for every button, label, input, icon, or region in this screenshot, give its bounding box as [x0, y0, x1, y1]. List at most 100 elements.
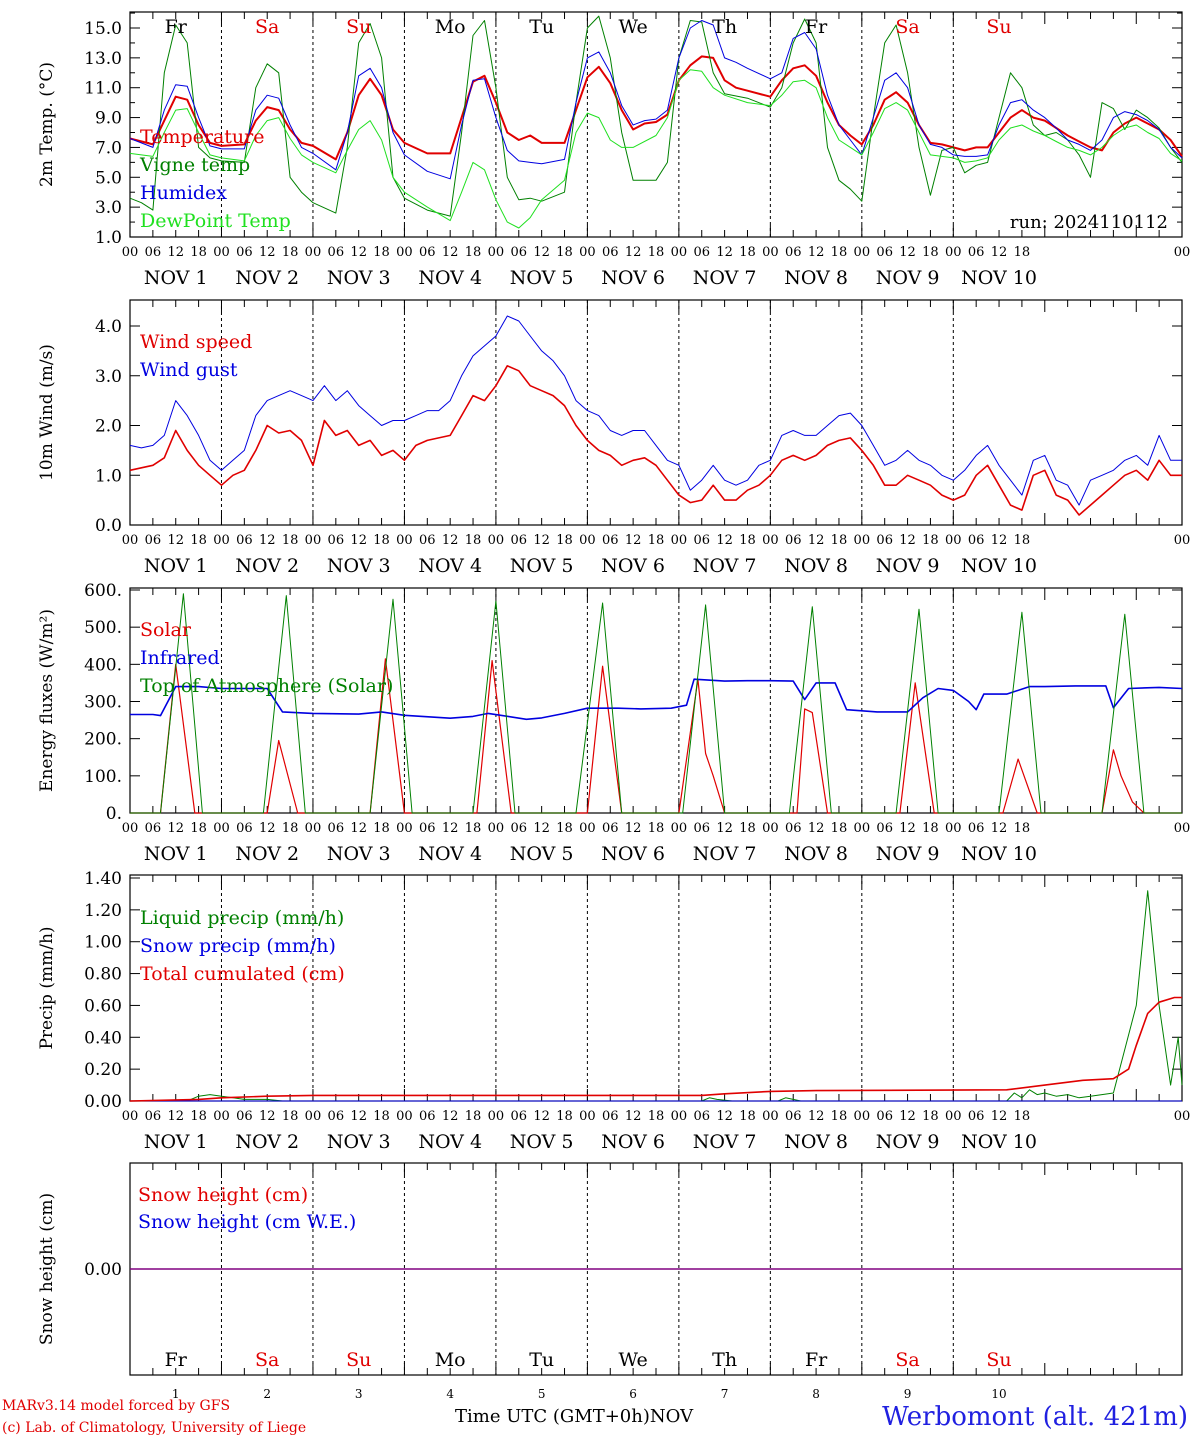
- day-number: 9: [904, 1387, 912, 1400]
- x-date-label: NOV 4: [418, 267, 482, 289]
- x-date-label: NOV 6: [601, 843, 665, 865]
- x-hour-label: 12: [533, 533, 550, 548]
- panel-5: 0.00 Snow height (cm) Snow height (cm) Snow…: [37, 1162, 1183, 1400]
- x-hour-label: 00: [762, 245, 779, 260]
- x-axis-month: NOV: [649, 1406, 694, 1427]
- x-hour-label: 18: [648, 533, 665, 548]
- day-name: Su: [346, 16, 371, 38]
- day-name: Fr: [165, 1349, 188, 1371]
- x-hour-label: 00: [671, 821, 688, 836]
- y-tick-label: 1.40: [84, 869, 122, 889]
- x-hour-label: 06: [693, 1109, 710, 1124]
- day-name: We: [619, 16, 648, 38]
- x-hour-label: 06: [968, 821, 985, 836]
- day-number: 6: [629, 1387, 637, 1400]
- x-hour-label: 12: [442, 1109, 459, 1124]
- y-tick-label: 9.0: [95, 109, 122, 129]
- x-date-label: NOV 1: [144, 1131, 208, 1153]
- x-hour-label: 12: [533, 245, 550, 260]
- legend-entry: Snow height (cm): [138, 1184, 308, 1206]
- x-hour-label: 18: [190, 533, 207, 548]
- x-hour-label: 12: [991, 1109, 1008, 1124]
- x-date-label: NOV 6: [601, 267, 665, 289]
- x-hour-label: 06: [236, 1109, 253, 1124]
- x-hour-label: 18: [1014, 533, 1031, 548]
- x-hour-label: 18: [373, 1109, 390, 1124]
- x-hour-label: 12: [350, 245, 367, 260]
- model-credit: MARv3.14 model forced by GFS: [2, 1398, 231, 1414]
- x-date-label: NOV 5: [510, 843, 574, 865]
- x-date-label: NOV 2: [235, 555, 299, 577]
- y-tick-label: 200.: [84, 730, 122, 750]
- x-hour-label: 06: [602, 245, 619, 260]
- x-hour-label: 06: [602, 533, 619, 548]
- x-hour-label: 18: [465, 245, 482, 260]
- x-hour-label: 06: [511, 533, 528, 548]
- x-hour-label: 18: [831, 245, 848, 260]
- x-hour-label: 06: [419, 533, 436, 548]
- x-hour-label: 18: [922, 533, 939, 548]
- day-name: Sa: [895, 16, 919, 38]
- panel-3: 600. 500. 400. 300. 200. 100. 0. Energy fluxes …: [37, 581, 1190, 865]
- day-number: 10: [991, 1387, 1006, 1400]
- x-axis-title-text: Time UTC (GMT+0h): [455, 1406, 650, 1427]
- x-hour-label: 12: [716, 1109, 733, 1124]
- x-hour-label: 00: [305, 821, 322, 836]
- day-name: Su: [986, 1349, 1011, 1371]
- x-hour-label: 06: [602, 821, 619, 836]
- x-hour-label: 06: [328, 1109, 345, 1124]
- x-hour-label: 00: [488, 1109, 505, 1124]
- day-name: Sa: [255, 16, 279, 38]
- x-hour-label: 00: [762, 821, 779, 836]
- legend-entry: Snow precip (mm/h): [140, 935, 336, 957]
- x-hour-label: 06: [785, 245, 802, 260]
- x-hour-label: 06: [693, 533, 710, 548]
- day-name: Fr: [805, 16, 828, 38]
- y-tick-label: 11.0: [84, 79, 122, 99]
- x-hour-label: 12: [899, 821, 916, 836]
- x-date-label: NOV 6: [601, 1131, 665, 1153]
- day-number: 4: [446, 1387, 454, 1400]
- day-number: 8: [812, 1387, 820, 1400]
- x-hour-label: 06: [328, 821, 345, 836]
- x-hour-label: 18: [282, 533, 299, 548]
- x-hour-label: 12: [808, 533, 825, 548]
- x-hour-label: 12: [442, 821, 459, 836]
- day-name: We: [619, 1349, 648, 1371]
- x-hour-label: 18: [465, 1109, 482, 1124]
- x-hour-label: 06: [785, 533, 802, 548]
- day-name: Su: [346, 1349, 371, 1371]
- x-hour-label: 18: [739, 1109, 756, 1124]
- legend-entry: Vigne temp: [139, 154, 250, 176]
- x-hour-label: 06: [236, 533, 253, 548]
- panel-4: 1.40 1.20 1.00 0.80 0.60 0.40 0.20 0.00 Precip (…: [37, 869, 1190, 1153]
- y-tick-label: 3.0: [95, 367, 122, 387]
- x-date-label: NOV 9: [876, 555, 940, 577]
- x-hour-label: 12: [350, 533, 367, 548]
- x-hour-label: 18: [922, 245, 939, 260]
- run-label: run: 2024110112: [1010, 212, 1168, 233]
- x-hour-label: 12: [167, 1109, 184, 1124]
- x-hour-label: 18: [190, 821, 207, 836]
- x-hour-label: 06: [145, 1109, 162, 1124]
- day-name: Th: [712, 16, 737, 38]
- x-hour-label: 00: [213, 821, 230, 836]
- day-name: Sa: [895, 1349, 919, 1371]
- day-number: 1: [172, 1387, 180, 1400]
- x-hour-label: 00: [854, 821, 871, 836]
- x-hour-label: 06: [968, 1109, 985, 1124]
- lab-credit: (c) Lab. of Climatology, University of L…: [2, 1420, 307, 1436]
- x-date-label: NOV 4: [418, 843, 482, 865]
- x-hour-label: 00: [396, 245, 413, 260]
- x-hour-label: 12: [716, 533, 733, 548]
- x-hour-label: 06: [876, 821, 893, 836]
- x-date-label: NOV 8: [784, 267, 848, 289]
- x-hour-label: 12: [167, 533, 184, 548]
- day-name: Fr: [805, 1349, 828, 1371]
- x-hour-label: 06: [511, 1109, 528, 1124]
- x-hour-label: 00: [1174, 533, 1191, 548]
- x-hour-label: 00: [854, 245, 871, 260]
- x-hour-label: 18: [1014, 245, 1031, 260]
- x-hour-label: 18: [373, 533, 390, 548]
- x-hour-label: 00: [671, 1109, 688, 1124]
